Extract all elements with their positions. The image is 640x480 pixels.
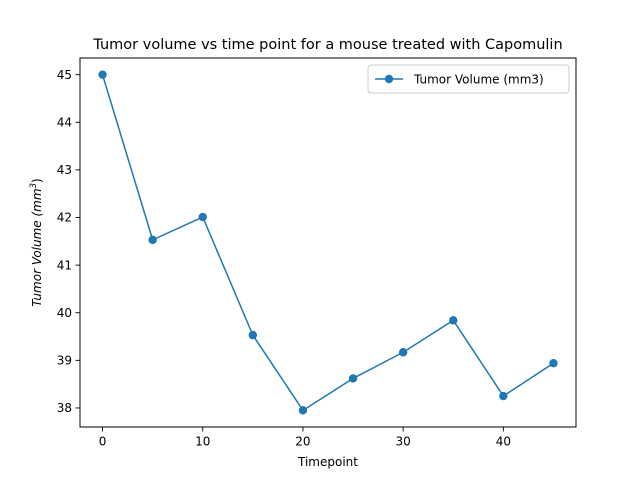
series-layer	[98, 70, 558, 415]
y-tick-label: 43	[57, 163, 72, 177]
data-point	[348, 374, 358, 383]
data-point	[198, 212, 207, 222]
chart-title: Tumor volume vs time point for a mouse t…	[92, 37, 562, 53]
y-tick-label: 39	[57, 354, 72, 368]
legend-entry-label: Tumor Volume (mm3)	[413, 73, 544, 87]
y-axis-ticks: 38 39 40 41 42 43 44 45	[57, 68, 80, 415]
x-axis-ticks: 0 10 20 30 40	[99, 427, 511, 449]
series-line	[101, 74, 554, 412]
y-axis-label-unit: mm	[30, 188, 44, 211]
y-tick-label: 40	[57, 306, 72, 320]
data-point	[449, 316, 458, 325]
x-axis-label: Timepoint	[297, 455, 358, 469]
x-tick-label: 0	[99, 435, 107, 449]
legend-marker-swatch	[384, 74, 394, 84]
y-axis-label-prefix: Tumor Volume (	[30, 211, 44, 307]
data-point	[499, 391, 508, 401]
y-axis-label-suffix: )	[30, 178, 44, 183]
data-point	[398, 348, 408, 357]
plot-frame	[79, 57, 577, 428]
data-point	[248, 330, 258, 340]
y-tick-label: 38	[57, 401, 72, 415]
y-tick-label: 42	[57, 211, 72, 225]
x-tick-label: 40	[496, 435, 511, 449]
x-tick-label: 20	[295, 435, 310, 449]
y-tick-label: 41	[57, 258, 72, 272]
y-tick-label: 44	[57, 115, 72, 129]
data-point	[98, 70, 107, 79]
x-tick-label: 30	[396, 435, 411, 449]
y-axis-label-exponent: 3	[29, 183, 39, 188]
x-tick-label: 10	[195, 435, 210, 449]
data-point	[549, 358, 558, 368]
legend-box	[367, 64, 570, 94]
y-axis-label: Tumor Volume (mm3)	[29, 178, 44, 306]
y-tick-label: 45	[57, 68, 72, 82]
legend: Tumor Volume (mm3)	[367, 64, 570, 94]
data-point	[298, 406, 308, 415]
data-point	[148, 235, 157, 245]
